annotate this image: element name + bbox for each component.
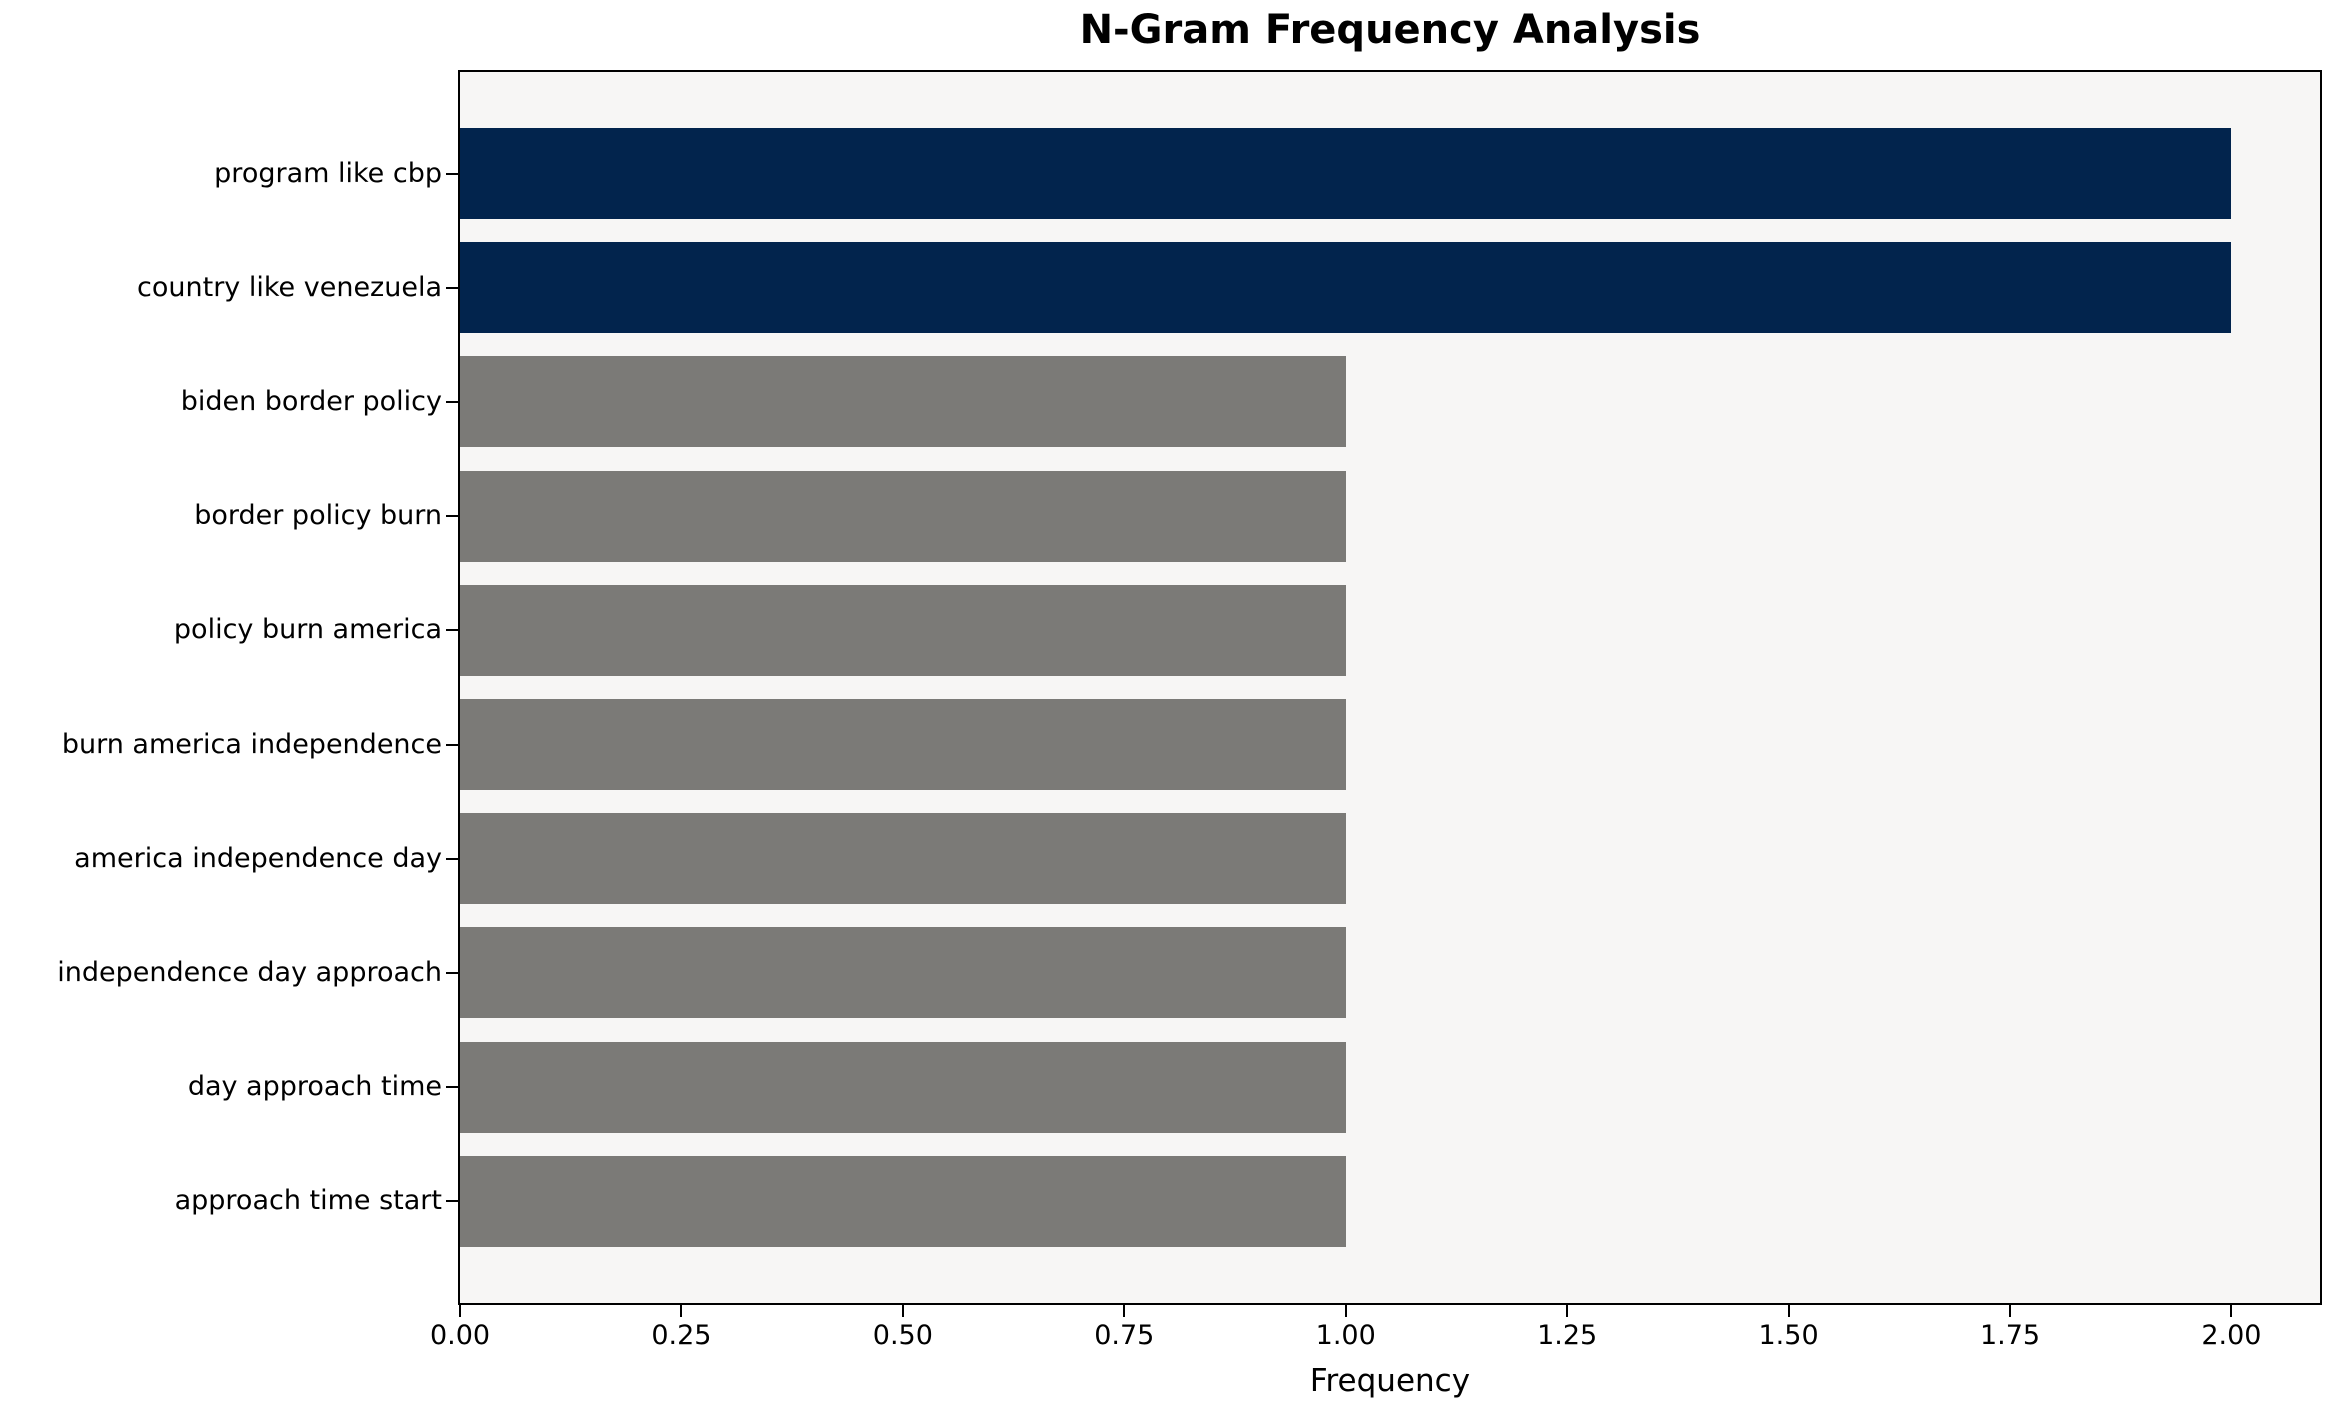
- x-tick-label: 1.25: [1537, 1320, 1598, 1351]
- y-tick-label: biden border policy: [180, 385, 442, 417]
- plot-area: [458, 70, 2322, 1305]
- y-tick-mark: [446, 857, 458, 860]
- y-tick-label: program like cbp: [214, 157, 442, 189]
- y-tick-mark: [446, 971, 458, 974]
- y-tick-label: approach time start: [174, 1185, 442, 1217]
- bar-biden-border-policy: [460, 356, 1346, 448]
- y-tick-label: policy burn america: [173, 614, 442, 646]
- bar-border-policy-burn: [460, 470, 1346, 562]
- x-tick-label: 1.00: [1315, 1320, 1376, 1351]
- y-tick-label: america independence day: [74, 842, 442, 874]
- x-tick-mark: [680, 1305, 683, 1317]
- y-tick-label: country like venezuela: [137, 271, 442, 303]
- y-tick-mark: [446, 629, 458, 632]
- x-tick-label: 0.75: [1094, 1320, 1155, 1351]
- x-tick-label: 1.75: [1979, 1320, 2041, 1351]
- y-tick-mark: [446, 515, 458, 518]
- x-tick-mark: [2230, 1305, 2233, 1317]
- bar-approach-time-start: [460, 1155, 1346, 1247]
- y-tick-label: border policy burn: [194, 500, 442, 532]
- bar-program-like-cbp: [460, 128, 2231, 219]
- y-tick-mark: [446, 400, 458, 403]
- bar-policy-burn-america: [460, 584, 1346, 676]
- x-tick-label: 2.00: [2201, 1320, 2262, 1351]
- y-tick-label: burn america independence: [61, 728, 442, 760]
- x-axis-label: Frequency: [1309, 1363, 1471, 1399]
- x-tick-mark: [901, 1305, 904, 1317]
- x-tick-mark: [2009, 1305, 2011, 1317]
- x-tick-mark: [1344, 1305, 1347, 1317]
- bar-country-like-venezuela: [460, 242, 2231, 334]
- y-tick-mark: [446, 743, 458, 746]
- y-tick-label: day approach time: [187, 1071, 442, 1103]
- chart-title: N-Gram Frequency Analysis: [1079, 7, 1701, 53]
- x-tick-label: 0.25: [651, 1320, 712, 1351]
- x-tick-label: 0.00: [429, 1320, 491, 1351]
- x-tick-label: 0.50: [872, 1320, 933, 1351]
- x-tick-label: 1.50: [1758, 1320, 1819, 1351]
- x-tick-mark: [1566, 1305, 1569, 1317]
- bar-independence-day-approach: [460, 927, 1346, 1019]
- bar-day-approach-time: [460, 1041, 1346, 1133]
- bar-burn-america-independence: [460, 699, 1346, 790]
- y-tick-mark: [446, 286, 458, 289]
- y-tick-mark: [446, 172, 458, 175]
- y-tick-mark: [446, 1086, 458, 1089]
- y-tick-mark: [446, 1200, 458, 1203]
- bar-america-independence-day: [460, 813, 1346, 905]
- x-tick-mark: [1787, 1305, 1790, 1317]
- y-tick-label: independence day approach: [57, 956, 442, 988]
- x-tick-mark: [1123, 1305, 1126, 1317]
- x-tick-mark: [459, 1305, 461, 1317]
